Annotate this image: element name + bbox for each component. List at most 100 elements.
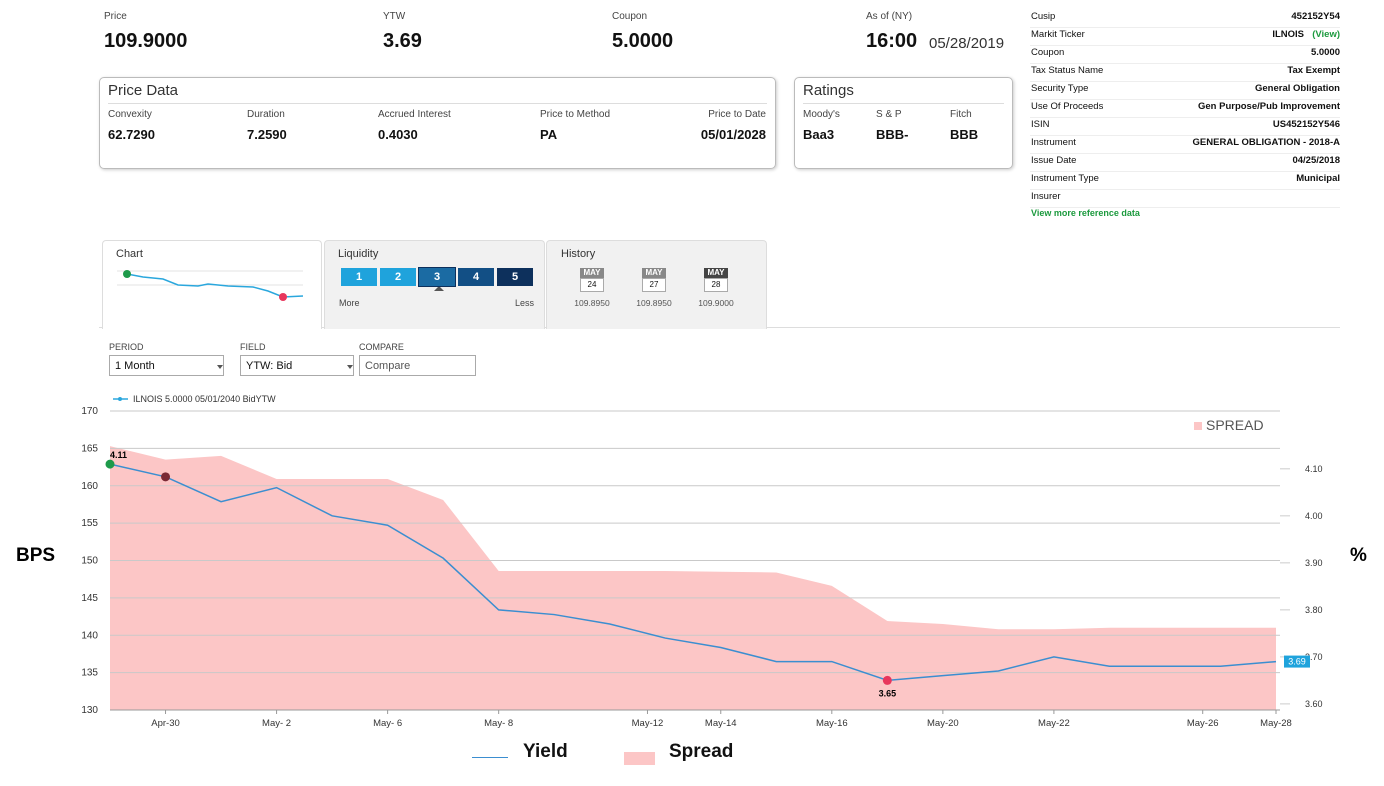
rating-value: BBB- — [876, 127, 909, 142]
rating-label: S & P — [876, 109, 902, 120]
ref-value: 5.0000 — [1310, 47, 1340, 58]
liquidity-level[interactable]: 4 — [458, 268, 494, 286]
as-of-date: 05/28/2019 — [929, 35, 1005, 52]
ref-value: Municipal — [1296, 173, 1340, 184]
period-select[interactable]: 1 Month — [109, 355, 224, 376]
yield-point — [882, 675, 892, 685]
history-month: MAY — [704, 268, 728, 278]
tab-title: Chart — [116, 248, 143, 260]
last-value-badge — [1284, 655, 1310, 668]
divider — [803, 103, 1004, 104]
ref-link[interactable]: (View) — [1312, 29, 1340, 40]
liquidity-level[interactable]: 3 — [418, 267, 456, 287]
chart-tab[interactable]: Chart — [102, 240, 322, 329]
field-value: 7.2590 — [247, 127, 287, 142]
data-label: 4.11 — [110, 450, 127, 460]
ref-row-line — [1030, 135, 1340, 136]
control-label: PERIOD — [109, 342, 144, 352]
ref-label: Cusip — [1031, 11, 1056, 22]
yield-point — [105, 459, 115, 469]
y-tick-label: 165 — [81, 443, 98, 454]
y-tick-label: 145 — [81, 593, 98, 604]
x-tick-label: May-16 — [816, 718, 848, 729]
spread-badge: SPREAD — [1206, 417, 1264, 433]
header-value: 3.69 — [383, 30, 422, 52]
ref-value: 04/25/2018 — [1292, 155, 1340, 166]
field-label: Convexity — [108, 109, 152, 120]
history-month: MAY — [642, 268, 666, 278]
ref-more-link[interactable]: View more reference data — [1031, 208, 1140, 218]
legend-top: ILNOIS 5.0000 05/01/2040 BidYTW — [133, 394, 276, 404]
compare-input[interactable]: Compare — [359, 355, 476, 376]
liquidity-level[interactable]: 1 — [341, 268, 377, 286]
ref-row-line — [1030, 81, 1340, 82]
y2-tick-label: 3.60 — [1305, 699, 1323, 709]
history-price: 109.9000 — [698, 298, 734, 308]
legend-spread-swatch — [624, 752, 655, 765]
x-tick-label: May-22 — [1038, 718, 1070, 729]
y2-tick-label: 4.00 — [1305, 511, 1323, 521]
spark-line — [126, 273, 304, 298]
field-select[interactable]: YTW: Bid — [240, 355, 354, 376]
yield-point — [161, 472, 171, 482]
x-tick-label: May- 6 — [373, 718, 402, 729]
field-label: Price to Method — [540, 109, 611, 120]
ref-label: Instrument — [1031, 137, 1076, 148]
history-price: 109.8950 — [636, 298, 672, 308]
y2-tick-label: 3.80 — [1305, 605, 1323, 615]
liquidity-pointer — [434, 286, 444, 291]
rating-label: Moody's — [803, 109, 840, 120]
header-value: 109.9000 — [104, 30, 188, 52]
ref-label: Markit Ticker — [1031, 29, 1085, 40]
y2-tick-label: 4.10 — [1305, 464, 1323, 474]
legend-yield: Yield — [523, 741, 568, 762]
ref-label: Use Of Proceeds — [1031, 101, 1104, 112]
as-of-time: 16:00 — [866, 30, 918, 52]
ref-row-line — [1030, 45, 1340, 46]
ref-value: General Obligation — [1255, 83, 1340, 94]
liquidity-level[interactable]: 2 — [380, 268, 416, 286]
y2-tick-label: 3.90 — [1305, 558, 1323, 568]
field-label: Duration — [247, 109, 285, 120]
field-value: 0.4030 — [378, 127, 418, 142]
ref-value: 452152Y54 — [1291, 11, 1340, 22]
price-data-box: Price Data — [99, 77, 776, 169]
history-day: 27 — [642, 278, 666, 292]
spread-badge-swatch — [1194, 422, 1202, 430]
last-value-label: 3.69 — [1288, 657, 1306, 667]
control-label: FIELD — [240, 342, 266, 352]
ref-row-line — [1030, 27, 1340, 28]
field-value: PA — [540, 127, 558, 142]
as-of-label: As of (NY) — [866, 11, 913, 22]
chart: ILNOIS 5.0000 05/01/2040 BidYTW 130 135 140… — [16, 394, 1367, 729]
y-tick-label: 170 — [81, 406, 98, 417]
control-label: COMPARE — [359, 342, 404, 352]
x-tick-label: May-14 — [705, 718, 737, 729]
ref-value: Tax Exempt — [1287, 65, 1340, 76]
ref-label: Coupon — [1031, 47, 1065, 58]
box-title: Price Data — [108, 82, 179, 99]
ref-label: Security Type — [1031, 83, 1089, 94]
header-label: YTW — [383, 11, 406, 22]
y-tick-label: 135 — [81, 668, 98, 679]
rating-value: BBB — [950, 127, 979, 142]
y-tick-label: 130 — [81, 705, 98, 716]
ref-row-line — [1030, 153, 1340, 154]
ref-label: ISIN — [1031, 119, 1050, 130]
ref-value: US452152Y546 — [1272, 119, 1340, 130]
legend-top-dot — [118, 397, 122, 401]
header-value: 5.0000 — [612, 30, 674, 52]
ref-label: Insurer — [1031, 191, 1061, 202]
ref-row-line — [1030, 171, 1340, 172]
y-tick-label: 150 — [81, 556, 98, 567]
ref-label: Issue Date — [1031, 155, 1077, 166]
liquidity-level[interactable]: 5 — [497, 268, 533, 286]
x-tick-label: Apr-30 — [151, 718, 180, 729]
data-label: 3.65 — [879, 688, 897, 698]
select-arrow — [347, 365, 353, 369]
tab-title: Liquidity — [338, 248, 379, 260]
field-label: Accrued Interest — [378, 109, 451, 120]
y-axis-label: BPS — [16, 545, 55, 566]
liquidity-more: More — [339, 298, 360, 308]
